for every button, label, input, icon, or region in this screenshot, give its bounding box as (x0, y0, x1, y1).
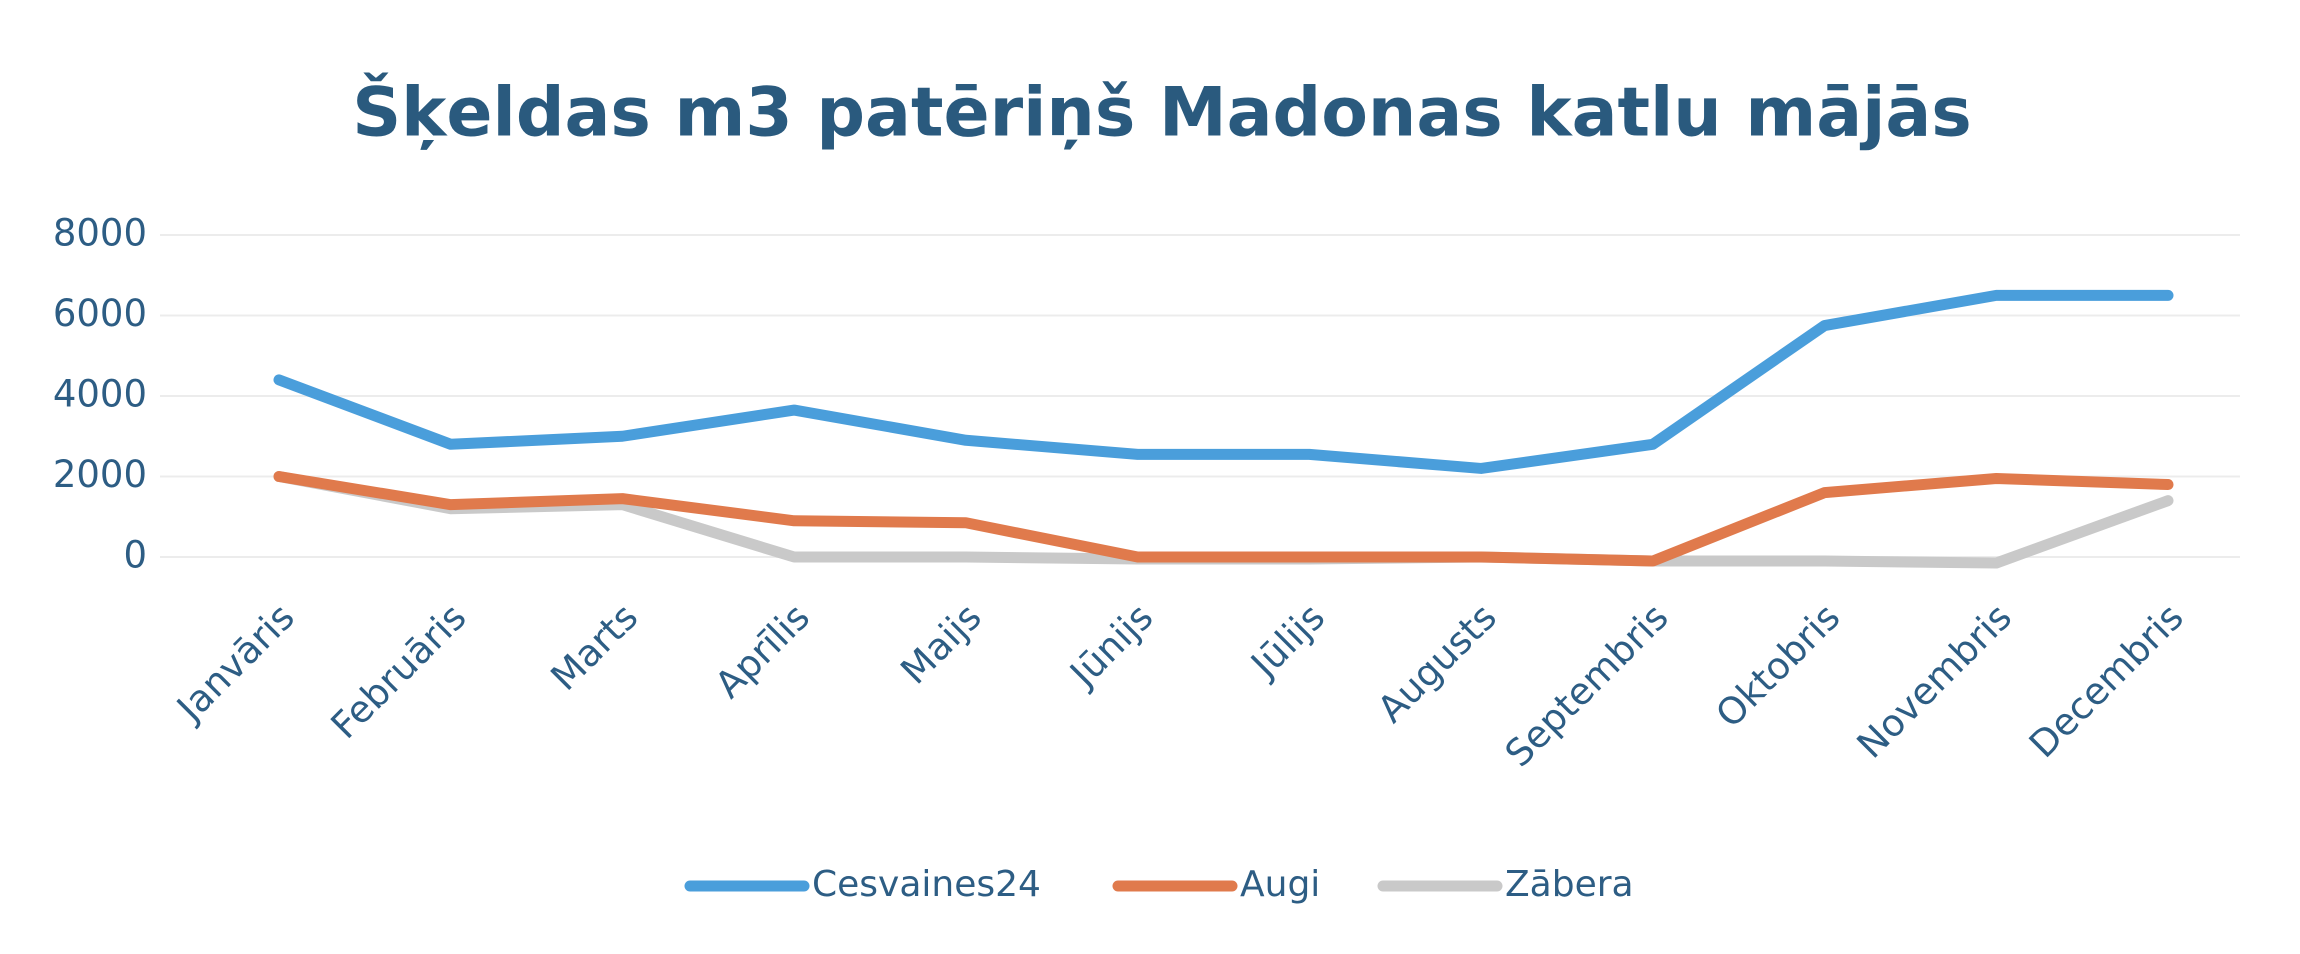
legend-label: Augi (1240, 864, 1320, 905)
y-tick-label: 0 (123, 534, 147, 577)
line-series (273, 471, 2174, 567)
legend-label: Zābera (1505, 864, 1634, 905)
line-series (273, 289, 2174, 474)
y-tick-label: 4000 (53, 373, 147, 416)
y-tick-label: 6000 (53, 292, 147, 335)
y-tick-label: 2000 (53, 453, 147, 496)
legend-label: Cesvaines24 (812, 864, 1041, 905)
chart-title: Šķeldas m3 patēriņš Madonas katlu mājās (352, 73, 1972, 153)
y-tick-label: 8000 (53, 212, 147, 255)
